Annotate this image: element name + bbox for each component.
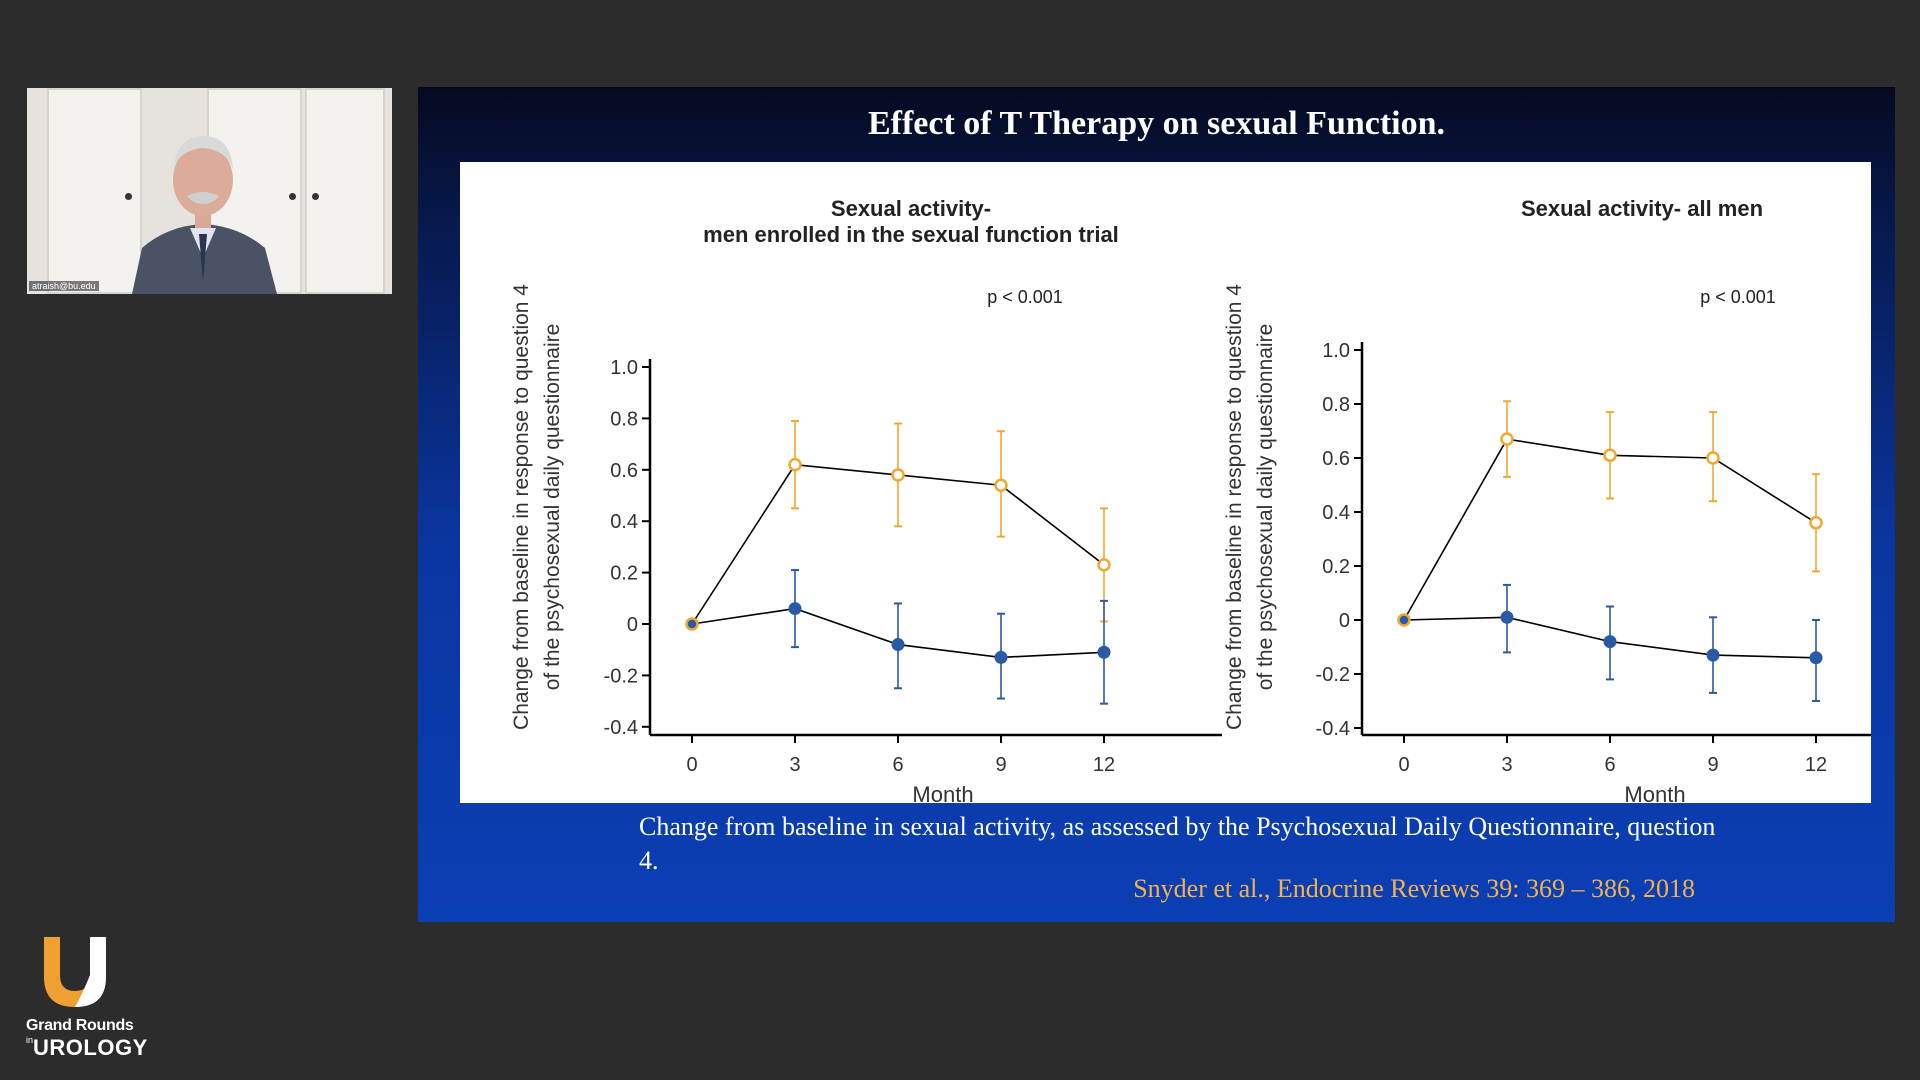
y-tick-label: -0.4 — [1316, 718, 1350, 740]
logo-in: in — [26, 1035, 34, 1045]
y-tick-label: 0.8 — [1322, 394, 1350, 416]
data-point-testosterone — [1603, 448, 1617, 463]
x-tick-label: 9 — [1707, 754, 1718, 776]
data-point-testosterone — [1706, 451, 1720, 465]
webcam-video: atraish@bu.edu — [27, 88, 392, 294]
grand-rounds-logo: Grand Rounds inUROLOGY — [26, 935, 147, 1060]
slide-title: Effect of T Therapy on sexual Function. — [867, 105, 1446, 142]
x-tick-label: 12 — [1805, 754, 1827, 776]
y-axis-label: of the psychosexual daily questionnaire — [1254, 324, 1277, 691]
x-tick-label: 0 — [686, 754, 697, 776]
data-point-testosterone — [994, 478, 1008, 492]
chart-title: men enrolled in the sexual function tria… — [703, 222, 1119, 247]
data-point-placebo — [1809, 651, 1823, 665]
y-axis-label: Change from baseline in response to ques… — [1223, 284, 1246, 730]
p-value-annotation: p < 0.001 — [1700, 287, 1776, 307]
y-tick-label: 1.0 — [610, 357, 638, 379]
door — [305, 88, 385, 294]
data-point-placebo — [1500, 610, 1514, 624]
door-knob — [312, 193, 319, 200]
x-tick-label: 12 — [1093, 754, 1115, 776]
y-tick-label: 0 — [627, 614, 638, 636]
u-logo-icon — [44, 937, 106, 1007]
data-point-placebo — [1603, 635, 1617, 649]
logo-urology: UROLOGY — [33, 1035, 148, 1060]
presenter-figure — [132, 136, 277, 294]
door-knob — [289, 193, 296, 200]
y-tick-label: 0.6 — [1322, 448, 1350, 470]
charts-svg: Sexual activity-men enrolled in the sexu… — [510, 196, 1871, 803]
data-point-testosterone — [1097, 558, 1111, 572]
y-tick-label: 0.8 — [610, 408, 638, 430]
slide-caption: Change from baseline in sexual activity,… — [639, 812, 1716, 875]
chart-title: Sexual activity- all men — [1521, 196, 1763, 221]
logo-line1: Grand Rounds — [26, 1017, 134, 1034]
data-point-testosterone — [1500, 432, 1514, 446]
y-tick-label: 0.4 — [1322, 502, 1350, 524]
figure-panel: Sexual activity-men enrolled in the sexu… — [460, 162, 1871, 803]
y-tick-label: 0 — [1339, 610, 1350, 632]
x-tick-label: 9 — [995, 754, 1006, 776]
y-tick-label: 0.4 — [610, 511, 638, 533]
data-point-testosterone — [1397, 613, 1411, 627]
y-tick-label: 0.2 — [1322, 556, 1350, 578]
x-tick-label: 0 — [1398, 754, 1409, 776]
door-knob — [125, 193, 132, 200]
x-axis-label: Month — [1624, 782, 1685, 803]
data-point-testosterone — [685, 617, 699, 631]
data-point-testosterone — [1809, 516, 1823, 530]
y-axis-label: of the psychosexual daily questionnaire — [541, 324, 564, 691]
data-point-testosterone — [891, 468, 905, 482]
data-point-placebo — [1706, 648, 1720, 662]
data-point-placebo — [1097, 645, 1111, 659]
x-tick-label: 6 — [1604, 754, 1615, 776]
x-axis-label: Month — [912, 782, 973, 803]
y-tick-label: -0.2 — [1316, 664, 1350, 686]
slide: Effect of T Therapy on sexual Function. … — [418, 87, 1895, 922]
y-tick-label: 1.0 — [1322, 340, 1350, 362]
y-tick-label: 0.6 — [610, 460, 638, 482]
y-tick-label: 0.2 — [610, 563, 638, 585]
chart-title: Sexual activity- — [831, 196, 991, 221]
slide-citation: Snyder et al., Endocrine Reviews 39: 369… — [1133, 874, 1695, 903]
door — [47, 88, 142, 294]
x-tick-label: 3 — [789, 754, 800, 776]
y-tick-label: -0.4 — [604, 717, 638, 739]
p-value-annotation: p < 0.001 — [987, 287, 1063, 307]
webcam-email-label: atraish@bu.edu — [29, 281, 99, 291]
data-point-placebo — [891, 638, 905, 652]
data-point-placebo — [788, 602, 802, 616]
y-tick-label: -0.2 — [604, 665, 638, 687]
data-point-placebo — [994, 650, 1008, 664]
data-point-testosterone — [788, 457, 802, 472]
y-axis-label: Change from baseline in response to ques… — [510, 284, 533, 730]
logo-line2: inUROLOGY — [26, 1035, 156, 1061]
x-tick-label: 3 — [1501, 754, 1512, 776]
x-tick-label: 6 — [892, 754, 903, 776]
